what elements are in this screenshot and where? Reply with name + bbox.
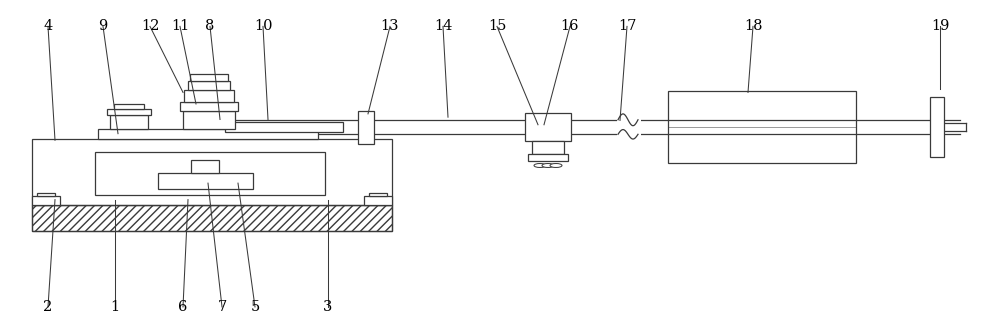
Text: 12: 12 [141,19,159,33]
Text: 10: 10 [254,19,272,33]
Text: 16: 16 [561,19,579,33]
Circle shape [534,164,546,168]
Bar [114,104,144,109]
Text: 4: 4 [43,19,53,33]
Bar [110,115,148,129]
Bar [188,81,230,90]
Bar [525,113,571,141]
Bar [528,154,568,161]
Bar [190,74,228,81]
Text: 1: 1 [110,300,120,314]
Bar [98,129,318,139]
Bar [364,196,392,205]
Bar [37,193,55,196]
Circle shape [542,164,554,168]
Circle shape [550,164,562,168]
Text: 15: 15 [488,19,506,33]
Text: 8: 8 [205,19,215,33]
Bar [180,102,238,111]
Text: 5: 5 [250,300,260,314]
Bar [930,97,944,157]
Bar [95,152,325,195]
Bar [158,173,252,189]
Text: 9: 9 [98,19,108,33]
Text: 13: 13 [381,19,399,33]
Bar [32,205,392,231]
Text: 17: 17 [618,19,636,33]
Bar [532,141,564,154]
Bar [107,109,151,115]
Text: 19: 19 [931,19,949,33]
Bar [183,111,235,129]
Bar [668,91,856,163]
Bar [32,196,60,205]
Text: 3: 3 [323,300,333,314]
Bar [32,139,392,205]
Bar [191,160,219,173]
Text: 7: 7 [217,300,227,314]
Text: 11: 11 [171,19,189,33]
Text: 6: 6 [178,300,188,314]
Bar [184,90,234,102]
Text: 2: 2 [43,300,53,314]
Text: 18: 18 [744,19,762,33]
Bar [32,205,392,231]
Text: 14: 14 [434,19,452,33]
Bar [225,122,343,132]
Bar [358,111,374,144]
Bar [617,116,641,138]
Bar [369,193,387,196]
